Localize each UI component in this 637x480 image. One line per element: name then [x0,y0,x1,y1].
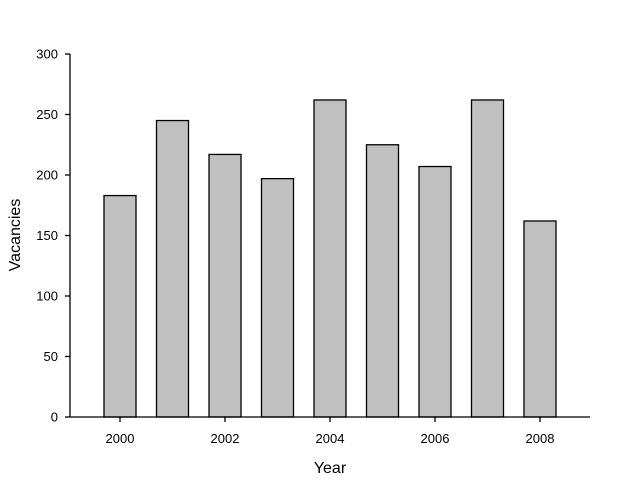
bar-2008 [523,220,557,418]
x-tick-label: 2008 [526,431,555,446]
y-tick-label: 150 [36,228,58,243]
y-axis-title: Vacancies [7,199,24,272]
x-tick-label: 2000 [106,431,135,446]
y-tick-label: 250 [36,107,58,122]
bar-2003 [260,177,295,418]
bar-2000 [103,194,137,418]
bar-2006 [418,165,452,418]
x-tick-label: 2004 [316,431,345,446]
y-axis-ticks: 0 50 100 150 200 250 300 [36,47,70,425]
y-tick-label: 300 [36,47,58,62]
x-tick-label: 2006 [421,431,450,446]
x-axis-title: Year [314,460,347,477]
bars [103,99,557,418]
x-tick-label: 2002 [211,431,240,446]
bar-2007 [470,99,505,418]
bar-2002 [208,153,242,418]
y-tick-label: 50 [44,349,58,364]
y-tick-label: 100 [36,289,58,304]
bar-2004 [313,99,347,418]
x-axis-ticks: 2000 2002 2004 2006 2008 [106,417,555,446]
bar-2005 [365,144,400,418]
y-tick-label: 200 [36,168,58,183]
y-tick-label: 0 [51,410,58,425]
bar-2001 [155,119,190,418]
